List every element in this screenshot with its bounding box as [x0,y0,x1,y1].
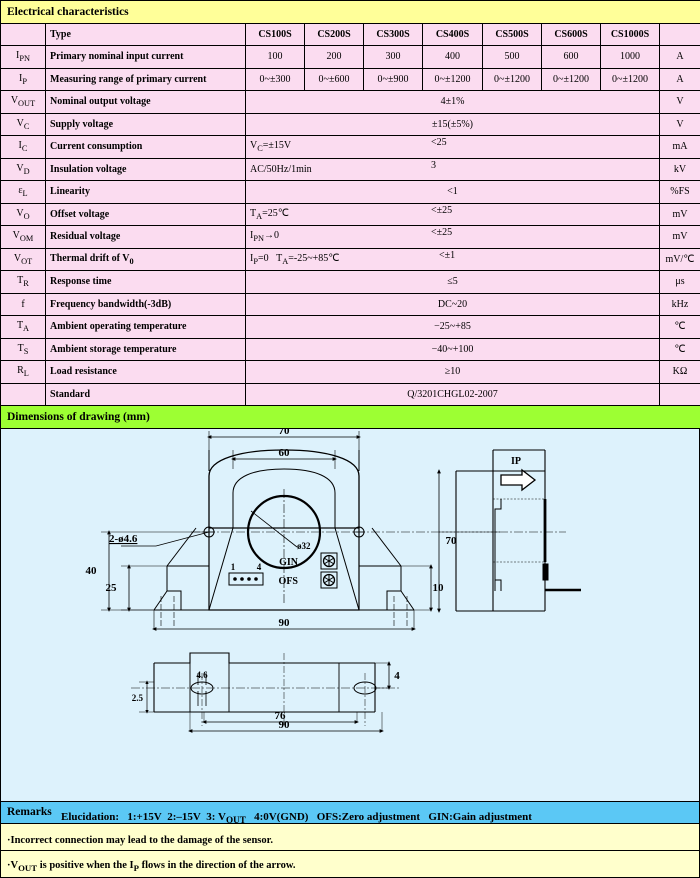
svg-text:ø32: ø32 [297,541,311,551]
svg-text:2.5: 2.5 [132,693,144,703]
svg-text:25: 25 [106,582,118,594]
svg-text:70: 70 [446,535,458,547]
svg-text:OFS: OFS [279,576,299,587]
svg-text:90: 90 [279,617,291,629]
svg-text:40: 40 [86,565,98,577]
svg-text:4: 4 [394,670,400,682]
svg-text:GIN: GIN [279,557,299,568]
svg-text:4.6: 4.6 [196,670,208,680]
svg-text:10: 10 [433,582,445,594]
svg-text:1: 1 [231,562,236,572]
svg-text:60: 60 [279,447,291,459]
svg-text:4: 4 [257,562,262,572]
svg-text:70: 70 [279,429,291,437]
svg-text:IP: IP [511,456,521,467]
svg-text:90: 90 [279,719,291,731]
svg-text:2-ø4.6: 2-ø4.6 [109,533,138,545]
